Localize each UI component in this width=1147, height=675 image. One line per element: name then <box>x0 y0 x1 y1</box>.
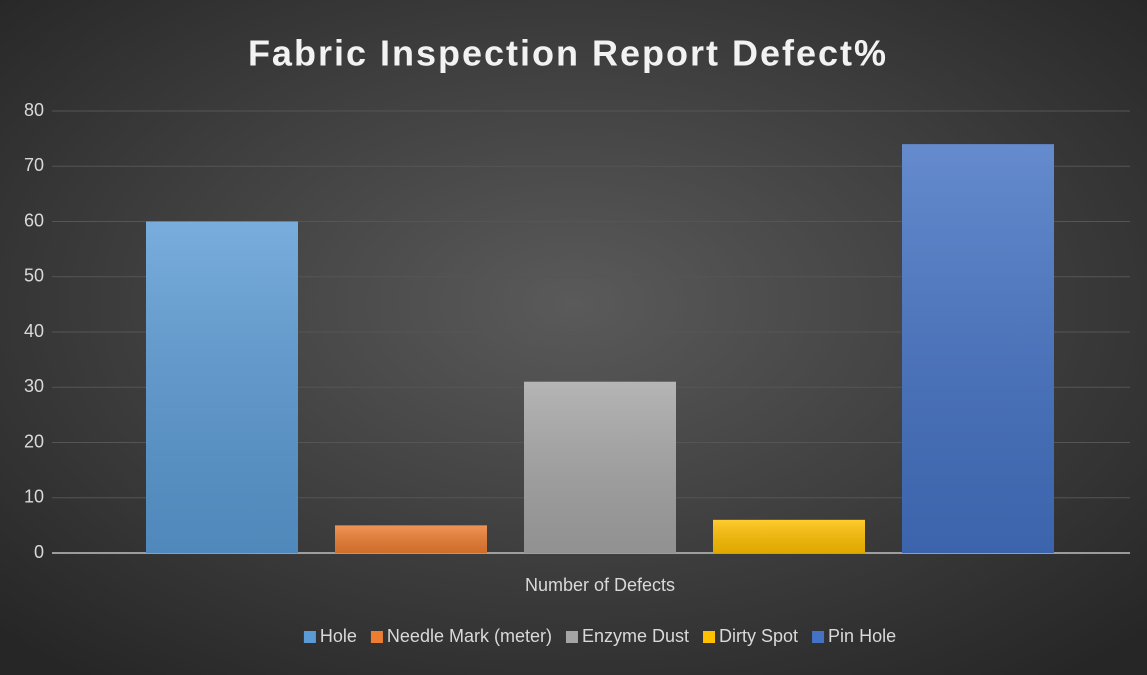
bar-sheen <box>524 381 676 553</box>
y-tick-label: 80 <box>24 100 44 120</box>
legend-label: Hole <box>320 626 357 646</box>
legend-label: Pin Hole <box>828 626 896 646</box>
y-tick-label: 20 <box>24 431 44 451</box>
y-tick-label: 40 <box>24 321 44 341</box>
y-tick-label: 50 <box>24 266 44 286</box>
x-tick-label: Number of Defects <box>525 575 675 595</box>
bar-sheen <box>902 144 1054 553</box>
legend-swatch <box>370 631 383 643</box>
legend-label: Dirty Spot <box>719 626 798 646</box>
y-tick-label: 60 <box>24 210 44 230</box>
legend-swatch <box>812 631 825 643</box>
y-tick-label: 0 <box>34 542 44 562</box>
legend-swatch <box>565 631 578 643</box>
bar-sheen <box>335 525 487 553</box>
y-tick-label: 30 <box>24 376 44 396</box>
legend-label: Enzyme Dust <box>582 626 689 646</box>
legend-label: Needle Mark (meter) <box>387 626 552 646</box>
bar-sheen <box>146 221 298 553</box>
y-tick-label: 10 <box>24 487 44 507</box>
bar-sheen <box>713 519 865 553</box>
legend-swatch <box>703 631 716 643</box>
legend-swatch <box>303 631 316 643</box>
y-tick-label: 70 <box>24 155 44 175</box>
chart-title: Fabric Inspection Report Defect% <box>248 33 888 74</box>
